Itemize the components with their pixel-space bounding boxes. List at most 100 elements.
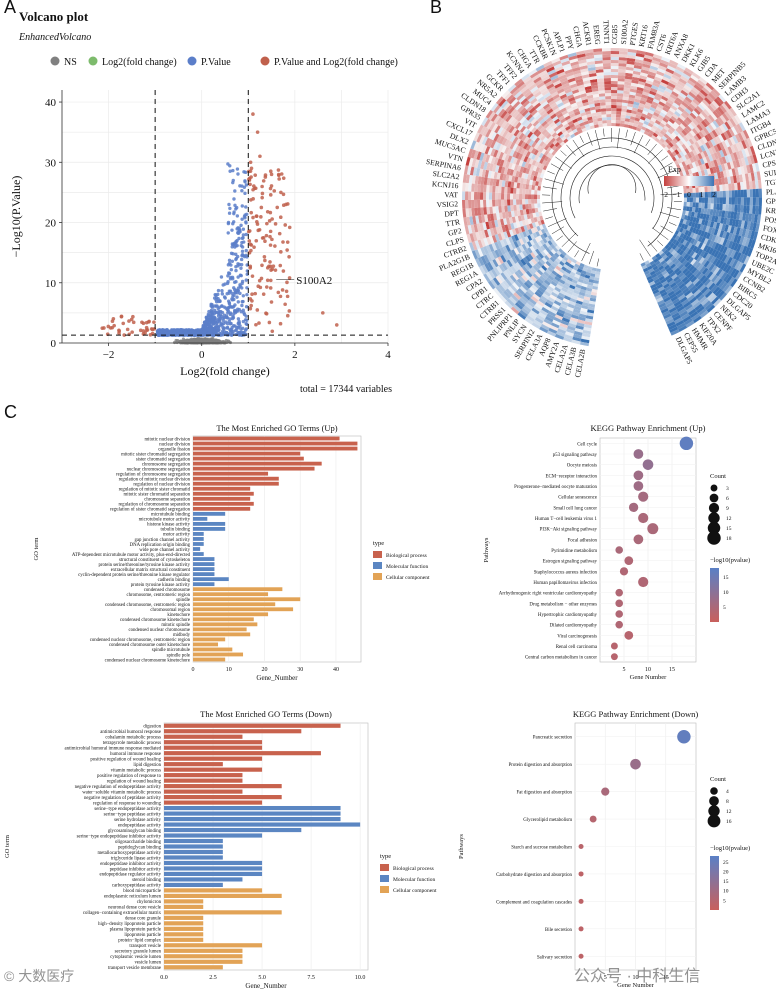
heatmap-cell	[728, 190, 732, 198]
heatmap-cell	[617, 75, 626, 79]
go-term-label: serine−type endopeptidase activity	[94, 807, 161, 812]
heatmap-cell	[531, 199, 535, 204]
heatmap-cell	[486, 206, 491, 215]
go-bar	[164, 789, 243, 794]
go-term-label: high−density lipoprotein particle	[98, 922, 161, 927]
heatmap-cell	[581, 283, 588, 288]
heatmap-cell	[547, 234, 553, 241]
heatmap-cell	[591, 267, 597, 272]
volcano-point-ns	[176, 338, 180, 343]
go-legend-swatch	[380, 864, 389, 871]
volcano-point-pvalue	[217, 311, 221, 315]
heatmap-cell	[556, 311, 565, 318]
heatmap-cell	[522, 188, 526, 195]
heatmap-cell	[610, 75, 619, 79]
heatmap-cell	[484, 263, 491, 272]
heatmap-cell	[526, 213, 531, 220]
heatmap-cell	[528, 203, 532, 209]
heatmap-cell	[513, 234, 519, 241]
heatmap-cell	[513, 292, 521, 300]
go-term-label: endopeptidase activity	[118, 823, 162, 828]
heatmap-cell	[620, 117, 626, 122]
go-term-label: lipid digestion	[133, 763, 161, 768]
volcano-point-both	[255, 308, 260, 312]
panel-letter-c: C	[4, 402, 17, 422]
volcano-point-both	[247, 177, 251, 181]
heatmap-cell	[507, 276, 515, 285]
heatmap-cell	[488, 252, 495, 261]
kegg-color-legend-title: −log10(pvalue)	[710, 557, 750, 564]
heatmap-cell	[710, 203, 714, 210]
heatmap-cell	[530, 227, 536, 234]
kegg-pathway-label: Arrhythmogenic right ventricular cardiom…	[499, 592, 598, 597]
heatmap-cell	[531, 184, 536, 190]
heatmap-cell	[522, 204, 526, 210]
dendrogram-branch	[543, 208, 558, 212]
heatmap-cell	[513, 247, 520, 255]
heatmap-cell	[477, 248, 484, 257]
heatmap-cell	[537, 172, 542, 178]
heatmap-cell	[506, 298, 515, 307]
kegg-size-legend-title: Count	[710, 473, 726, 480]
go-bar	[164, 767, 263, 772]
go-x-tick-label: 0	[192, 667, 195, 673]
volcano-point-both	[265, 266, 270, 270]
heatmap-cell	[587, 266, 593, 271]
heatmap-cell	[500, 282, 508, 291]
heatmap-cell	[731, 204, 735, 212]
kegg-pathway-label: ECM−receptor interaction	[545, 474, 597, 479]
heatmap-cell	[575, 325, 584, 330]
volcano-point-both	[250, 292, 254, 297]
heatmap-cell	[520, 258, 527, 266]
volcano-point-pvalue	[234, 328, 238, 332]
heatmap-cell	[576, 281, 583, 286]
heatmap-cell	[561, 287, 568, 293]
go-term-label: positive regulation of response to	[97, 774, 162, 779]
heatmap-cell	[486, 162, 491, 171]
heatmap-cell	[498, 264, 506, 273]
heatmap-gene-label: GP2	[447, 226, 462, 238]
go-term-label: endoplasmic reticulum lumen	[104, 895, 162, 900]
heatmap-cell	[517, 177, 522, 184]
go-x-label: Gene_Number	[256, 674, 298, 682]
heatmap-cell	[584, 321, 593, 326]
go-term-label: glycosaminoglycan binding	[108, 829, 162, 834]
heatmap-cell	[561, 251, 567, 257]
heatmap-cell	[535, 180, 539, 186]
go-bar	[164, 805, 341, 811]
go-term-label: antimicrobial humoral response	[100, 730, 161, 735]
heatmap-cell	[611, 96, 618, 100]
kegg-pathway-label: Focal adhesion	[568, 538, 598, 543]
heatmap-cell	[537, 241, 543, 247]
volcano-point-pvalue	[243, 191, 247, 196]
heatmap-cell	[534, 317, 544, 324]
go-bar	[164, 800, 263, 805]
heatmap-cell	[549, 238, 555, 244]
volcano-legend-marker	[88, 56, 98, 66]
heatmap-cell	[543, 279, 551, 286]
heatmap-cell	[610, 84, 618, 88]
volcano-point-pvalue	[245, 292, 249, 297]
heatmap-cell	[752, 188, 756, 198]
volcano-point-both	[255, 130, 260, 134]
heatmap-cell	[598, 87, 605, 91]
kegg-size-legend-label: 3	[726, 486, 729, 492]
volcano-point-pvalue	[235, 295, 239, 299]
dendrogram-arc	[578, 164, 646, 204]
heatmap-cell	[588, 303, 596, 308]
heatmap-cell	[569, 284, 576, 290]
volcano-point-both	[264, 311, 268, 316]
volcano-point-both	[268, 193, 273, 197]
go-chart-down: The Most Enriched GO Terms (Down)digesti…	[4, 709, 437, 990]
volcano-point-pvalue	[227, 261, 232, 266]
heatmap-cell	[478, 215, 483, 224]
heatmap-cell	[516, 299, 525, 308]
volcano-point-pvalue	[240, 217, 244, 221]
go-bar	[164, 855, 223, 860]
heatmap-cell	[495, 185, 499, 193]
heatmap-cell	[480, 207, 485, 216]
heatmap-cell	[534, 171, 539, 177]
volcano-point-pvalue	[235, 214, 240, 218]
kegg-y-label: Pathways	[483, 537, 490, 562]
go-term-label: cobalamin metabolic process	[105, 736, 161, 741]
